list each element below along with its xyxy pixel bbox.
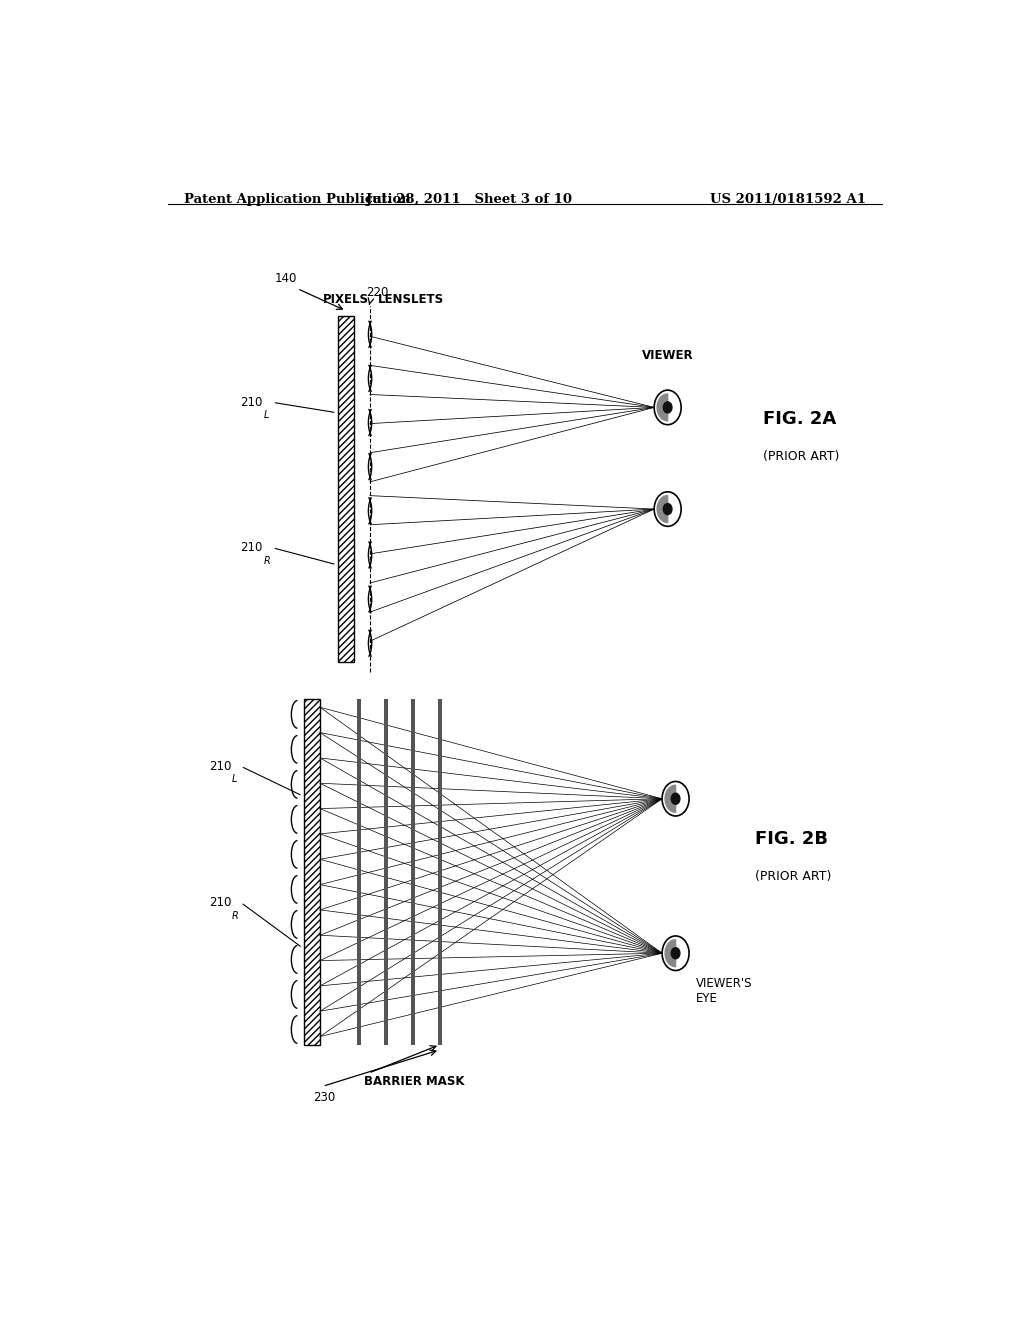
Bar (356, 700, 361, 1044)
Circle shape (672, 948, 680, 958)
Text: L: L (232, 775, 238, 784)
Text: R: R (264, 556, 270, 566)
Text: FIG. 2A: FIG. 2A (763, 409, 837, 428)
Text: (PRIOR ART): (PRIOR ART) (755, 870, 831, 883)
Text: PIXELS: PIXELS (324, 293, 370, 306)
Bar (304, 700, 321, 1044)
Text: US 2011/0181592 A1: US 2011/0181592 A1 (710, 193, 866, 206)
Text: 220: 220 (367, 285, 388, 298)
Text: Jul. 28, 2011   Sheet 3 of 10: Jul. 28, 2011 Sheet 3 of 10 (367, 193, 572, 206)
Bar (437, 700, 442, 1044)
Circle shape (672, 793, 680, 804)
Bar (338, 315, 354, 661)
Text: 140: 140 (274, 272, 297, 285)
Circle shape (664, 401, 672, 413)
Text: Patent Application Publication: Patent Application Publication (183, 193, 411, 206)
Text: (PRIOR ART): (PRIOR ART) (763, 450, 840, 463)
Text: BARRIER MASK: BARRIER MASK (365, 1076, 465, 1088)
Wedge shape (657, 393, 668, 421)
Text: R: R (232, 911, 239, 920)
Text: VIEWER'S
EYE: VIEWER'S EYE (695, 977, 752, 1005)
Text: 210: 210 (241, 541, 263, 554)
Bar (384, 700, 388, 1044)
Text: 210: 210 (209, 760, 231, 772)
Text: VIEWER: VIEWER (642, 348, 693, 362)
Wedge shape (665, 785, 676, 812)
Bar (411, 700, 416, 1044)
Text: 210: 210 (241, 396, 263, 409)
Text: LENSLETS: LENSLETS (378, 293, 444, 306)
Text: 230: 230 (313, 1092, 335, 1105)
Text: 210: 210 (209, 896, 231, 909)
Wedge shape (665, 940, 676, 966)
Text: L: L (264, 411, 269, 421)
Wedge shape (657, 495, 668, 523)
Circle shape (664, 503, 672, 515)
Text: FIG. 2B: FIG. 2B (755, 829, 828, 847)
